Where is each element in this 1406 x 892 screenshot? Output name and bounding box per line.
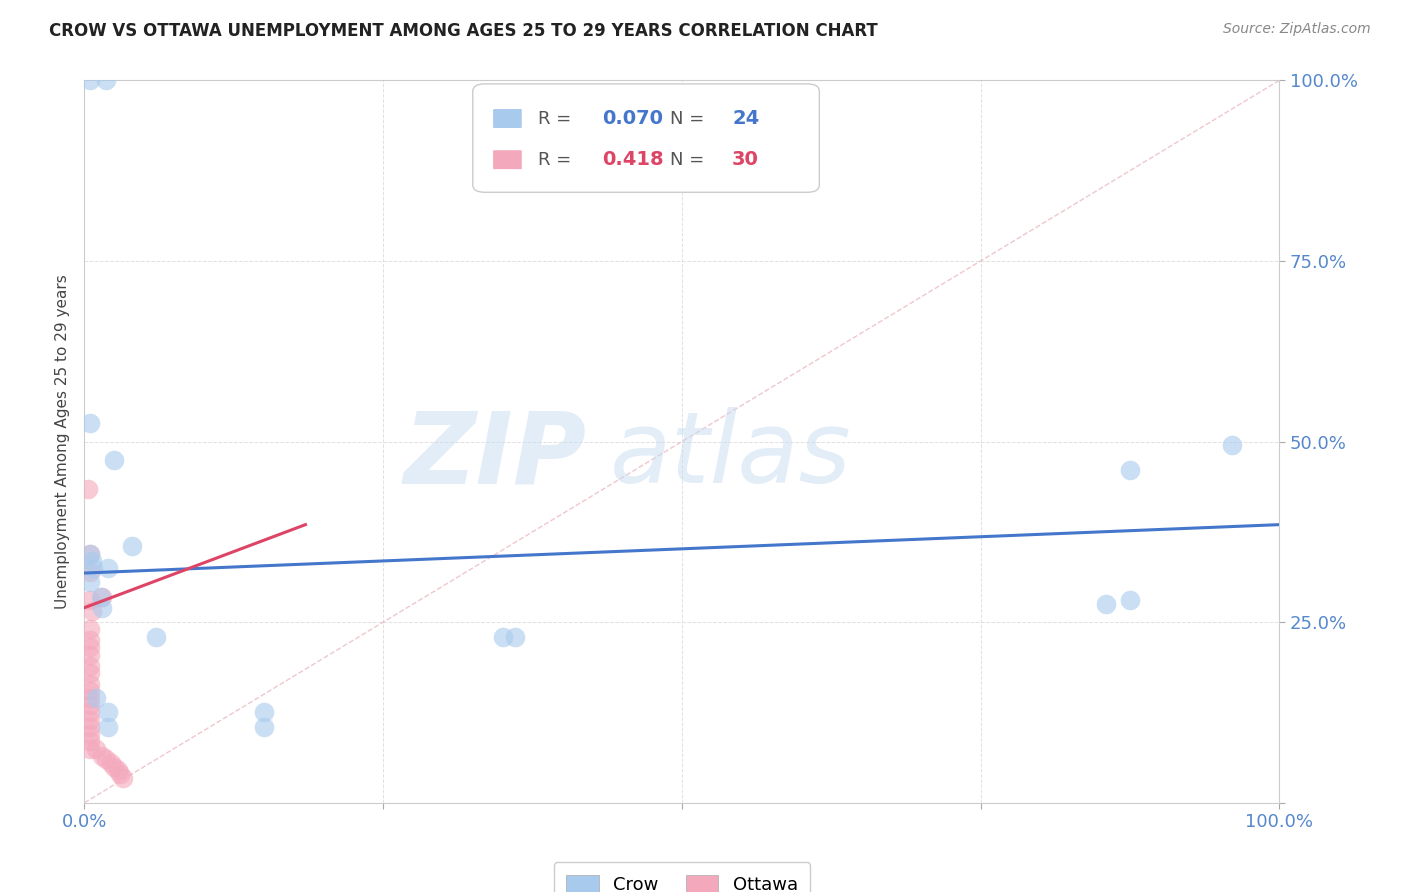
Point xyxy=(86,691,108,706)
Point xyxy=(103,452,125,467)
Point xyxy=(100,756,122,770)
Point xyxy=(94,752,117,766)
Point xyxy=(110,767,132,781)
Point xyxy=(79,623,101,637)
Point xyxy=(79,691,101,706)
Point xyxy=(91,590,114,604)
Text: R =: R = xyxy=(538,151,578,169)
Point xyxy=(80,604,103,618)
Point xyxy=(90,590,112,604)
Point xyxy=(145,630,167,644)
Point xyxy=(79,633,101,648)
Point xyxy=(97,706,120,720)
FancyBboxPatch shape xyxy=(494,150,522,169)
Point xyxy=(80,554,103,568)
Text: N =: N = xyxy=(671,110,710,128)
Point xyxy=(253,706,276,720)
FancyBboxPatch shape xyxy=(472,84,820,193)
Point xyxy=(79,648,101,662)
Point xyxy=(94,73,117,87)
Point xyxy=(79,547,101,561)
Point xyxy=(79,720,101,734)
Point xyxy=(503,630,526,644)
Point xyxy=(79,698,101,713)
Text: CROW VS OTTAWA UNEMPLOYMENT AMONG AGES 25 TO 29 YEARS CORRELATION CHART: CROW VS OTTAWA UNEMPLOYMENT AMONG AGES 2… xyxy=(49,22,877,40)
Point xyxy=(79,741,101,756)
Point xyxy=(79,575,101,590)
Point xyxy=(77,482,100,496)
Point xyxy=(79,593,101,607)
Point xyxy=(79,734,101,748)
Point xyxy=(79,417,101,431)
Point xyxy=(1119,593,1142,607)
Text: R =: R = xyxy=(538,110,578,128)
Point xyxy=(107,764,129,778)
Point xyxy=(79,706,101,720)
Point xyxy=(82,561,104,575)
Point xyxy=(79,640,101,655)
Point xyxy=(1220,438,1243,452)
Point xyxy=(79,676,101,690)
Point xyxy=(97,561,120,575)
Point xyxy=(79,658,101,673)
Point xyxy=(79,547,101,561)
Point xyxy=(86,741,108,756)
Point xyxy=(492,630,515,644)
Point xyxy=(79,713,101,727)
Point xyxy=(1095,597,1118,611)
Text: Source: ZipAtlas.com: Source: ZipAtlas.com xyxy=(1223,22,1371,37)
Point xyxy=(111,771,134,785)
Point xyxy=(91,748,114,763)
Text: 24: 24 xyxy=(733,109,759,128)
Text: atlas: atlas xyxy=(610,408,852,505)
Y-axis label: Unemployment Among Ages 25 to 29 years: Unemployment Among Ages 25 to 29 years xyxy=(55,274,70,609)
Text: N =: N = xyxy=(671,151,710,169)
Text: 0.070: 0.070 xyxy=(602,109,662,128)
Point xyxy=(79,727,101,741)
Point xyxy=(79,665,101,680)
Point xyxy=(253,720,276,734)
Point xyxy=(97,720,120,734)
Point xyxy=(91,600,114,615)
Point xyxy=(103,760,125,774)
FancyBboxPatch shape xyxy=(494,109,522,128)
Point xyxy=(79,683,101,698)
Text: 30: 30 xyxy=(733,150,759,169)
Point xyxy=(79,73,101,87)
Legend: Crow, Ottawa: Crow, Ottawa xyxy=(554,863,810,892)
Point xyxy=(1119,463,1142,477)
Text: ZIP: ZIP xyxy=(404,408,586,505)
Point xyxy=(121,539,143,553)
Point xyxy=(79,565,101,579)
Text: 0.418: 0.418 xyxy=(602,150,664,169)
